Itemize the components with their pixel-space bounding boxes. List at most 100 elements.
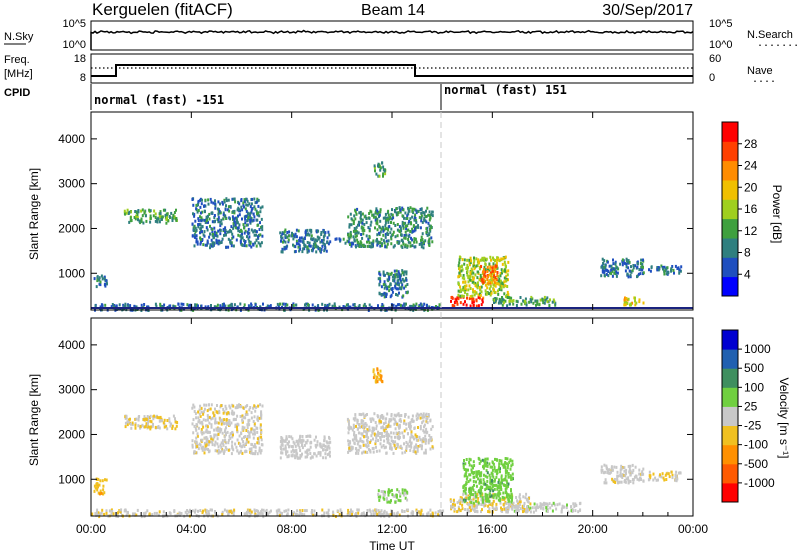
velocity-cell	[545, 506, 548, 510]
power-cell	[328, 233, 331, 237]
nsky-trace	[90, 29, 694, 50]
power-cell	[387, 239, 390, 243]
nsky-label: N.Sky	[4, 31, 34, 43]
power-cell	[405, 276, 408, 280]
velocity-cell	[277, 509, 280, 513]
velocity-cell	[217, 451, 220, 455]
power-cell	[199, 227, 202, 231]
velocity-cell	[208, 513, 211, 516]
velocity-cell	[500, 474, 503, 478]
velocity-cell	[417, 510, 420, 514]
velocity-cell	[309, 456, 312, 460]
velocity-cell	[209, 440, 212, 444]
power-cell	[241, 217, 243, 221]
power-cell	[219, 220, 222, 224]
power-cell	[386, 287, 389, 291]
velocity-cell	[624, 474, 627, 478]
power-cell	[149, 216, 152, 220]
nsearch-tick-low: 10^0	[709, 39, 733, 51]
velocity-cell	[202, 412, 205, 416]
velocity-cell	[506, 466, 509, 470]
power-cell	[602, 266, 605, 270]
power-cell	[461, 268, 464, 272]
power-cell	[481, 300, 484, 304]
velocity-cell	[618, 480, 621, 484]
velocity-cell	[258, 416, 261, 420]
velocity-cell	[464, 462, 467, 466]
power-cell	[405, 233, 408, 237]
velocity-cell	[484, 474, 487, 478]
velocity-cell	[388, 434, 391, 438]
power-cell	[476, 264, 479, 267]
power-cell	[213, 241, 216, 245]
velocity-cell	[306, 449, 309, 453]
velocity-cell	[648, 470, 651, 474]
velocity-cell	[525, 507, 528, 511]
velocity-cell	[393, 418, 396, 422]
velocity-cell	[104, 478, 106, 482]
power-cell	[418, 242, 421, 246]
velocity-cell	[143, 415, 146, 419]
power-cell	[368, 216, 371, 220]
velocity-cell	[469, 478, 472, 482]
velocity-cell	[158, 426, 161, 430]
velocity-cell	[207, 416, 210, 420]
velocity-cell	[379, 511, 382, 515]
velocity-cell	[405, 427, 408, 431]
power-cell	[234, 200, 237, 204]
velocity-cell	[572, 502, 575, 506]
power-colorbar-band	[722, 160, 738, 181]
velocity-cell	[621, 474, 624, 478]
velocity-cell	[374, 511, 377, 515]
velocity-cell	[515, 510, 517, 514]
power-cell	[175, 208, 177, 212]
power-cell	[489, 267, 492, 271]
velocity-cell	[228, 434, 231, 438]
velocity-ytick-label: 3000	[58, 383, 85, 397]
velocity-cell	[502, 491, 505, 495]
power-cell	[463, 262, 466, 266]
velocity-cell	[389, 446, 391, 450]
velocity-cell	[468, 495, 471, 499]
velocity-cell	[567, 510, 570, 514]
power-cell	[168, 215, 171, 218]
velocity-cell	[245, 450, 248, 453]
velocity-cell	[425, 417, 428, 421]
power-cell	[546, 300, 549, 304]
velocity-cell	[213, 414, 216, 418]
power-cell	[288, 234, 291, 238]
nave-tick-low: 0	[709, 72, 715, 84]
power-cell	[319, 249, 322, 253]
power-cell	[379, 219, 382, 223]
power-cell	[394, 282, 397, 286]
power-cell	[135, 305, 138, 309]
power-ytick-label: 4000	[58, 132, 85, 146]
power-cell	[678, 271, 681, 275]
power-cell	[231, 232, 234, 236]
power-cell	[297, 229, 300, 233]
power-cell	[154, 216, 157, 219]
power-cell	[502, 285, 505, 289]
velocity-cell	[515, 508, 518, 512]
power-cell	[497, 292, 500, 296]
power-cell	[195, 228, 198, 232]
power-cell	[250, 228, 253, 232]
power-cell	[293, 234, 296, 238]
power-cell	[396, 228, 399, 232]
power-cell	[104, 284, 107, 288]
power-cell	[246, 223, 249, 227]
power-cell	[191, 234, 194, 238]
velocity-cell	[473, 475, 476, 479]
velocity-cell	[497, 480, 500, 484]
velocity-cell	[430, 427, 433, 431]
velocity-cell	[143, 425, 146, 429]
power-cell	[392, 274, 395, 278]
velocity-cell	[379, 376, 382, 380]
velocity-cell	[505, 507, 508, 511]
power-cell	[380, 285, 383, 289]
power-cell	[392, 216, 395, 220]
power-cell	[255, 233, 257, 237]
power-cell	[426, 233, 429, 237]
power-cell	[398, 272, 401, 276]
velocity-cell	[498, 462, 501, 466]
